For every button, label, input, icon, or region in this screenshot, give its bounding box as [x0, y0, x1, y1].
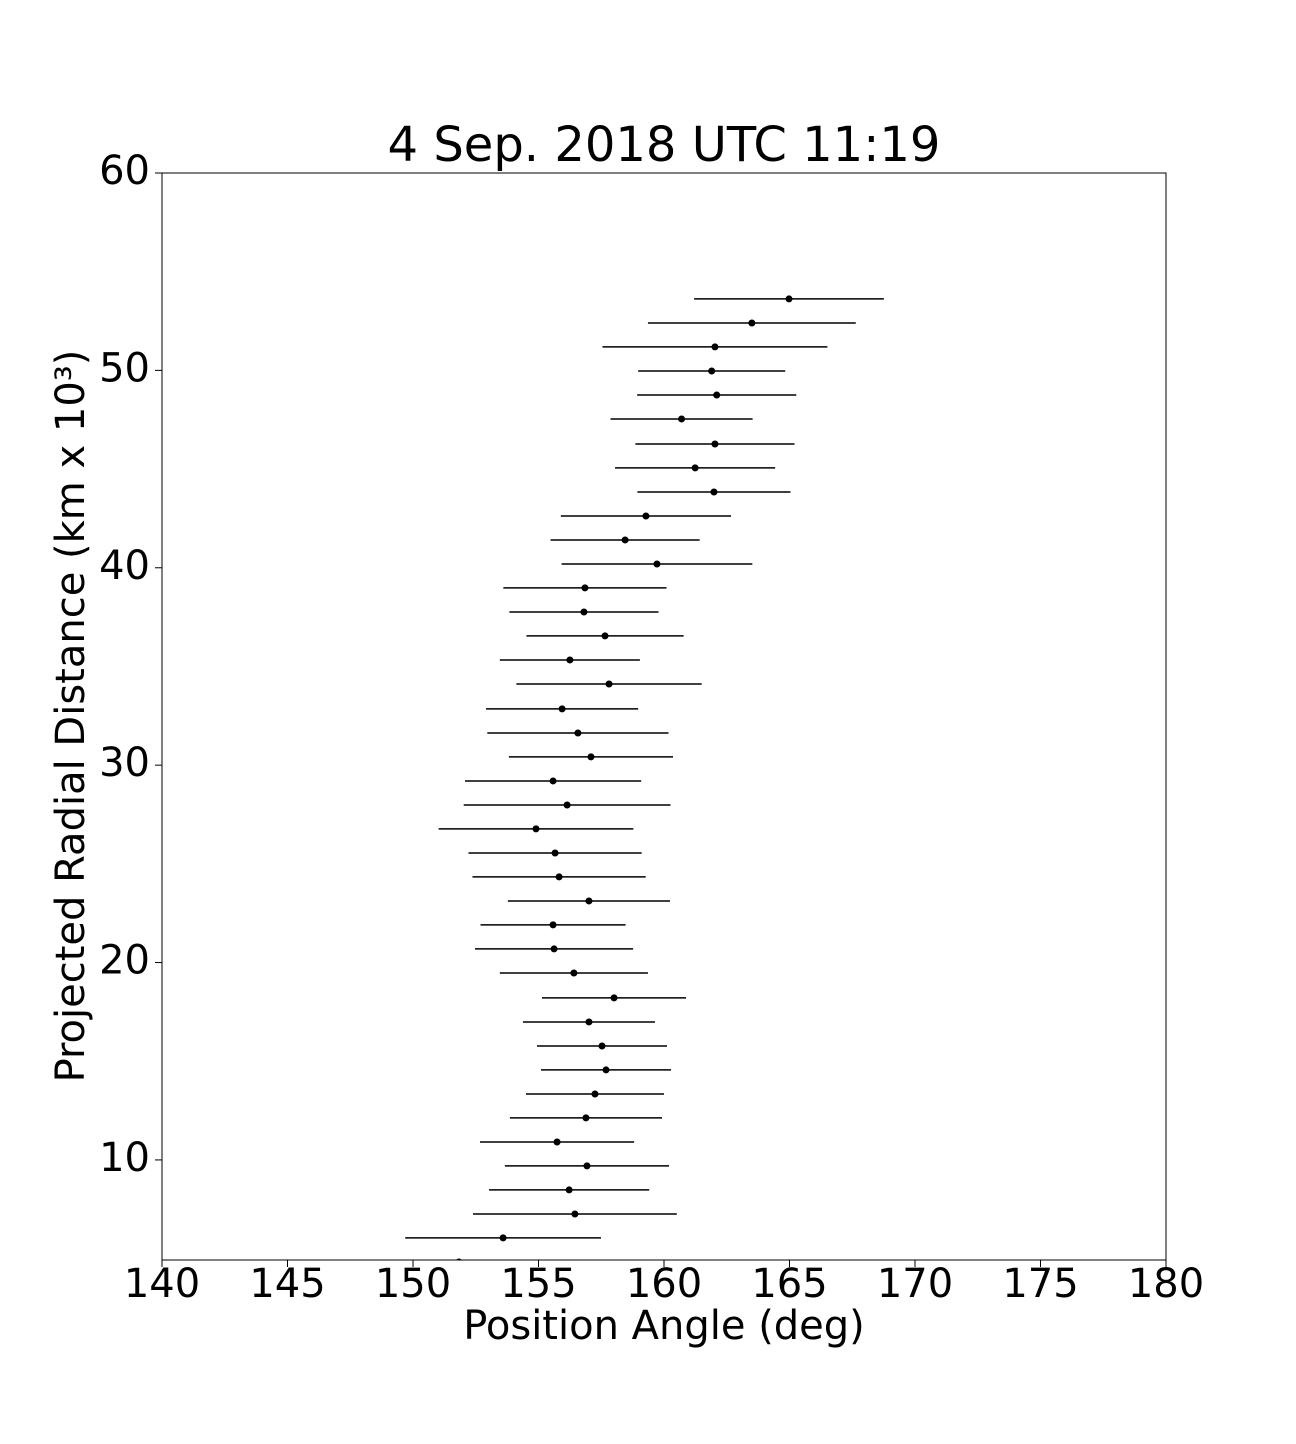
data-point [551, 849, 559, 857]
data-point [550, 945, 558, 953]
data-point [566, 656, 574, 664]
x-tick-label: 145 [249, 1261, 325, 1307]
data-point [555, 873, 563, 881]
data-point [571, 1210, 579, 1218]
data-point [621, 536, 629, 544]
x-tick-label: 170 [877, 1261, 953, 1307]
x-tick-label: 160 [626, 1261, 702, 1307]
x-tick-label: 180 [1128, 1261, 1204, 1307]
data-point [585, 897, 593, 905]
data-point [553, 1138, 561, 1146]
data-point [585, 1018, 593, 1026]
y-tick-label: 20 [99, 938, 150, 984]
x-tick-label: 150 [375, 1261, 451, 1307]
data-point [499, 1234, 507, 1242]
data-point [591, 1090, 599, 1098]
chart-title: 4 Sep. 2018 UTC 11:19 [388, 117, 941, 173]
data-point [711, 343, 719, 351]
x-tick-label: 175 [1002, 1261, 1078, 1307]
data-point [581, 584, 589, 592]
data-point [563, 801, 571, 809]
y-tick-label: 40 [99, 543, 150, 589]
data-point [598, 1042, 606, 1050]
data-point [602, 1066, 610, 1074]
data-point [587, 753, 595, 761]
x-tick-label: 165 [751, 1261, 827, 1307]
data-point [691, 464, 699, 472]
data-point [583, 1162, 591, 1170]
data-point [678, 415, 686, 423]
data-point [653, 560, 661, 568]
data-point [565, 1186, 573, 1194]
data-point [711, 440, 719, 448]
data-point [549, 921, 557, 929]
axes-frame [161, 172, 1167, 1261]
x-axis-label: Position Angle (deg) [463, 1303, 865, 1349]
y-tick-label: 30 [99, 740, 150, 786]
data-point [558, 705, 566, 713]
data-point [570, 969, 578, 977]
data-point [605, 680, 613, 688]
y-tick-label: 10 [99, 1135, 150, 1181]
data-point [610, 994, 618, 1002]
data-point [549, 777, 557, 785]
x-tick-label: 140 [124, 1261, 200, 1307]
data-point [580, 608, 588, 616]
data-point [601, 632, 609, 640]
x-tick-label: 155 [500, 1261, 576, 1307]
data-point [532, 825, 540, 833]
data-point [582, 1114, 590, 1122]
y-tick-label: 60 [99, 148, 150, 194]
data-point [748, 319, 756, 327]
plot-area [405, 295, 884, 1260]
y-tick-label: 50 [99, 345, 150, 391]
data-point [710, 488, 718, 496]
data-point [708, 367, 716, 375]
data-point [574, 729, 582, 737]
data-point [713, 391, 721, 399]
y-axis-label: Projected Radial Distance (km x 10³) [48, 350, 94, 1083]
data-point [642, 512, 650, 520]
data-point [785, 295, 793, 303]
